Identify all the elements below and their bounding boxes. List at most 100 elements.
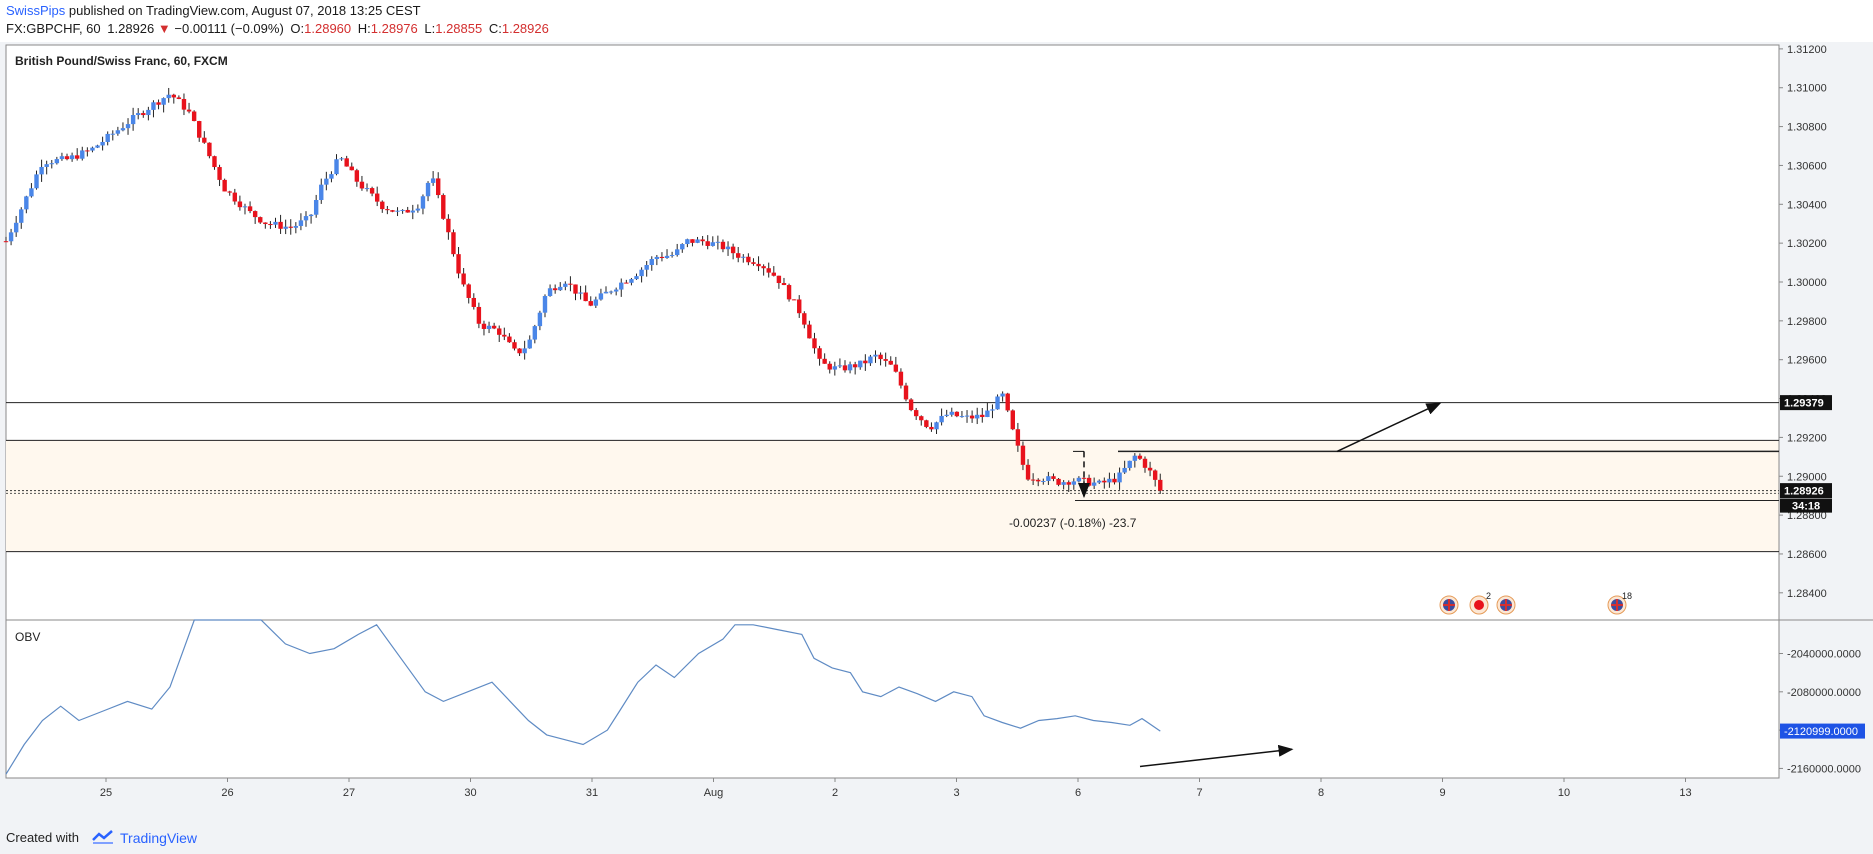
candle-down: [1066, 482, 1071, 485]
candle-up: [120, 128, 126, 131]
candle-up: [395, 210, 400, 212]
candle-up: [532, 326, 538, 340]
obv-series: [5, 619, 1161, 775]
candle-down: [247, 206, 253, 212]
uk-flag-icon[interactable]: 18: [1607, 591, 1632, 615]
projection-arrow: [1336, 402, 1442, 453]
candle-up: [990, 409, 995, 411]
candle-up: [563, 283, 568, 287]
candle-down: [802, 313, 807, 325]
obv-line: [5, 619, 1161, 775]
candle-down: [827, 363, 832, 370]
candle-up: [425, 182, 431, 197]
candle-up: [608, 291, 614, 293]
close-value: 1.28926: [501, 21, 549, 36]
candle-up: [847, 364, 853, 371]
down-arrow-icon: ▼: [157, 21, 171, 36]
candle-down: [156, 102, 161, 105]
candle-up: [430, 178, 436, 183]
uk-flag-icon[interactable]: [1496, 595, 1516, 615]
chart-area[interactable]: British Pound/Swiss Franc, 60, FXCM OBV …: [0, 42, 1873, 820]
candle-up: [364, 188, 370, 190]
price-label-1-29379: 1.29379: [1780, 395, 1832, 411]
candle-down: [1030, 479, 1036, 481]
candle-up: [725, 246, 731, 250]
high-value: 1.28976: [370, 21, 418, 36]
time-tick-label: 6: [1075, 787, 1081, 799]
candle-up: [329, 174, 334, 179]
uk-flag-icon[interactable]: [1439, 595, 1459, 615]
candle-up: [410, 210, 415, 213]
candle-down: [268, 224, 273, 226]
candle-down: [227, 191, 232, 193]
candle-up: [985, 410, 990, 418]
candle-down: [380, 201, 385, 210]
candle-down: [1025, 464, 1031, 480]
candle-down: [385, 209, 390, 211]
candle-down: [278, 221, 283, 229]
candle-down: [1112, 478, 1117, 483]
candle-up: [298, 220, 304, 226]
candle-down: [751, 262, 756, 264]
candle-down: [756, 263, 761, 267]
time-tick-label: 27: [343, 787, 355, 799]
candle-down: [822, 358, 827, 364]
candle-down: [700, 239, 705, 242]
candle-down: [812, 338, 817, 349]
candle-up: [1000, 393, 1005, 397]
candle-down: [583, 292, 588, 302]
candle-up: [934, 422, 939, 430]
obv-label: OBV: [15, 630, 40, 644]
candle-up: [105, 133, 110, 142]
candle-up: [674, 249, 680, 256]
candle-down: [1137, 455, 1143, 459]
candle-up: [339, 158, 344, 160]
time-tick-label: 10: [1558, 787, 1570, 799]
candle-down: [1102, 480, 1107, 483]
candle-down: [85, 150, 90, 152]
annotations: [1073, 402, 1442, 768]
candle-down: [456, 254, 461, 274]
footer: Created with TradingView: [0, 820, 1873, 854]
obv-divergence-arrow: [1139, 744, 1294, 768]
candle-up: [680, 244, 685, 250]
candle-down: [771, 272, 777, 276]
candle-up: [858, 360, 863, 368]
obv-tick-label: -2080000.0000: [1787, 687, 1861, 699]
candle-up: [832, 366, 838, 370]
low-value: 1.28855: [435, 21, 483, 36]
candle-down: [924, 420, 929, 427]
time-tick-label: 31: [586, 787, 598, 799]
candle-up: [59, 156, 65, 160]
candle-down: [263, 222, 268, 225]
candle-down: [74, 155, 80, 159]
event-badges[interactable]: 2 18: [1439, 591, 1632, 615]
candle-up: [669, 255, 675, 257]
candle-up: [522, 348, 527, 354]
candle-down: [786, 285, 792, 300]
candle-down: [1158, 479, 1163, 491]
candle-down: [451, 232, 456, 255]
candle-up: [125, 124, 131, 129]
candles: [3, 87, 1163, 494]
price-tick-label: 1.29800: [1787, 316, 1827, 328]
time-tick-label: 7: [1196, 787, 1202, 799]
tradingview-logo-icon[interactable]: [92, 830, 114, 844]
candle-up: [654, 256, 660, 260]
horizontal-levels: [6, 402, 1779, 553]
candle-up: [334, 159, 339, 175]
tradingview-link[interactable]: TradingView: [120, 830, 198, 846]
obv-current-label: -2120999.0000: [1780, 723, 1865, 739]
candle-down: [1147, 467, 1153, 471]
candle-up: [964, 415, 970, 417]
candle-up: [1132, 455, 1138, 461]
candle-up: [90, 147, 95, 151]
candle-down: [573, 284, 578, 294]
candle-down: [1056, 478, 1061, 485]
candle-down: [588, 301, 593, 306]
candle-down: [1081, 477, 1087, 479]
author-link[interactable]: SwissPips: [6, 3, 66, 18]
event-badge-icon[interactable]: 2: [1469, 591, 1491, 615]
obv-tick-label: -2160000.0000: [1787, 763, 1861, 775]
candle-up: [629, 279, 634, 283]
